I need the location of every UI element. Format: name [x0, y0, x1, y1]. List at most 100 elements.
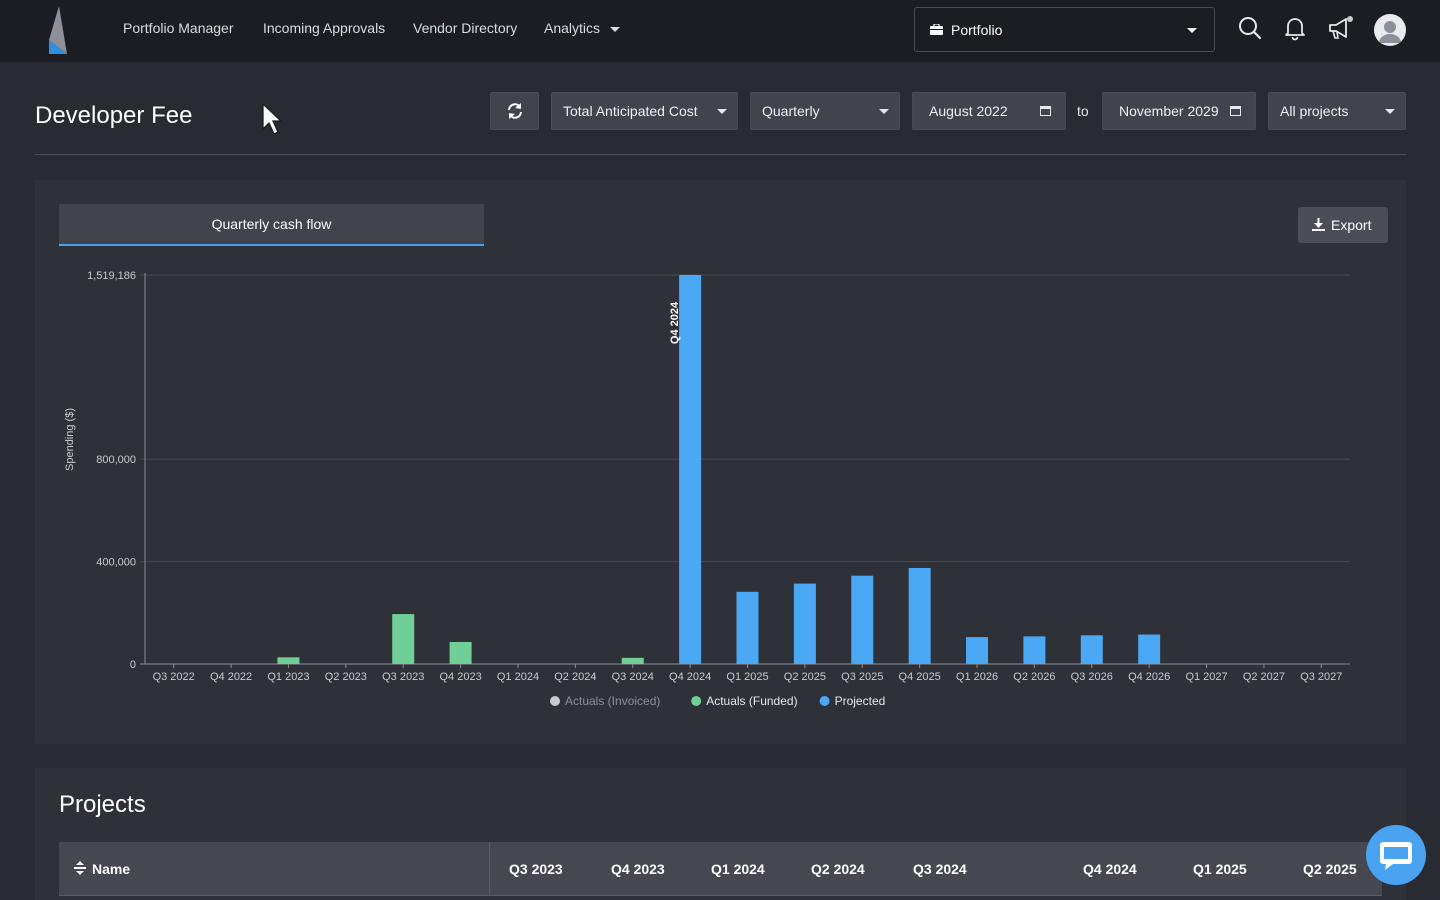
x-tick-label: Q2 2027 — [1243, 671, 1285, 683]
x-tick-label: Q3 2025 — [841, 671, 883, 683]
column-separator — [489, 842, 490, 896]
app-logo[interactable] — [46, 6, 72, 54]
x-tick-label: Q2 2023 — [325, 671, 367, 683]
legend-label: Actuals (Invoiced) — [565, 694, 660, 708]
export-button[interactable]: Export — [1298, 207, 1388, 243]
date-to-value: November 2029 — [1119, 103, 1219, 119]
bar-projected — [908, 567, 931, 664]
chart-panel: Quarterly cash flow Export 0 400,000 800,0… — [35, 180, 1406, 744]
chevron-down-icon — [1385, 109, 1395, 114]
date-from-input[interactable]: August 2022 — [912, 92, 1066, 130]
calendar-icon[interactable] — [1230, 105, 1241, 116]
bar-annotation-label: Q4 2024 — [669, 301, 681, 344]
column-header[interactable]: Q3 2024 — [913, 861, 967, 877]
nav-analytics-label: Analytics — [544, 20, 601, 36]
bar-projected — [793, 583, 816, 664]
chat-widget-button[interactable] — [1366, 825, 1426, 885]
bar-actuals-funded — [621, 657, 644, 664]
chevron-down-icon — [879, 109, 889, 114]
x-tick-label: Q2 2025 — [784, 671, 826, 683]
column-header[interactable]: Q4 2024 — [1083, 861, 1137, 877]
user-icon — [1379, 21, 1401, 43]
bar-projected — [736, 591, 759, 664]
portfolio-select-label: Portfolio — [951, 22, 1003, 38]
y-tick-label: 800,000 — [96, 454, 136, 466]
column-header[interactable]: Q1 2024 — [711, 861, 765, 877]
legend-swatch — [550, 696, 560, 706]
x-tick-label: Q3 2023 — [382, 671, 424, 683]
x-tick-label: Q3 2022 — [153, 671, 195, 683]
x-tick-label: Q4 2024 — [669, 671, 711, 683]
bar-actuals-funded — [449, 641, 472, 664]
nav-analytics[interactable]: Analytics — [544, 20, 621, 36]
x-tick-label: Q4 2022 — [210, 671, 252, 683]
x-tick-label: Q1 2024 — [497, 671, 539, 683]
projects-filter-label: All projects — [1280, 103, 1349, 119]
bar-projected — [1138, 634, 1161, 664]
period-select[interactable]: Quarterly — [750, 92, 900, 130]
y-tick-label: 0 — [130, 659, 136, 671]
avatar[interactable] — [1374, 14, 1406, 46]
briefcase-icon — [930, 24, 943, 35]
bar-actuals-funded — [392, 614, 415, 664]
projects-panel: Projects Name Q3 2023 Q4 2023 Q1 2024 Q2… — [35, 768, 1406, 900]
column-header[interactable]: Q2 2025 — [1303, 861, 1357, 877]
calendar-icon[interactable] — [1040, 105, 1051, 116]
y-tick-label: 400,000 — [96, 557, 136, 569]
nav-incoming-approvals[interactable]: Incoming Approvals — [263, 20, 386, 36]
metric-select-label: Total Anticipated Cost — [563, 103, 698, 119]
bar-projected — [851, 575, 874, 664]
bell-icon[interactable] — [1282, 15, 1308, 41]
sort-icon[interactable] — [74, 861, 86, 875]
chevron-down-icon — [717, 109, 727, 114]
column-header[interactable]: Q3 2023 — [509, 861, 563, 877]
column-header-name[interactable]: Name — [92, 861, 131, 877]
column-header[interactable]: Q4 2023 — [611, 861, 665, 877]
projects-filter-select[interactable]: All projects — [1268, 92, 1406, 130]
x-tick-label: Q4 2026 — [1128, 671, 1170, 683]
chevron-down-icon — [1187, 28, 1197, 33]
date-to-input[interactable]: November 2029 — [1102, 92, 1256, 130]
refresh-icon — [508, 103, 522, 119]
x-tick-label: Q1 2027 — [1185, 671, 1227, 683]
download-icon — [1312, 218, 1325, 231]
export-label: Export — [1331, 217, 1372, 233]
refresh-button[interactable] — [490, 92, 539, 130]
page-title: Developer Fee — [35, 102, 193, 129]
cash-flow-chart: 0 400,000 800,000 1,519,186 Spending ($) Q3 2… — [64, 270, 1350, 708]
top-nav: Portfolio Manager Incoming Approvals Ven… — [0, 0, 1440, 62]
x-tick-label: Q3 2027 — [1300, 671, 1342, 683]
bar-projected — [1023, 636, 1046, 664]
x-tick-label: Q1 2026 — [956, 671, 998, 683]
date-range-to-label: to — [1077, 103, 1089, 119]
date-from-value: August 2022 — [929, 103, 1008, 119]
legend-label: Projected — [835, 694, 886, 708]
portfolio-select[interactable]: Portfolio — [914, 7, 1215, 52]
nav-vendor-directory[interactable]: Vendor Directory — [413, 20, 518, 36]
y-tick-label: 1,519,186 — [87, 270, 136, 282]
bar-projected — [1080, 635, 1103, 664]
metric-select[interactable]: Total Anticipated Cost — [551, 92, 738, 130]
period-select-label: Quarterly — [762, 103, 820, 119]
x-tick-label: Q4 2023 — [439, 671, 481, 683]
mouse-cursor-icon — [262, 103, 283, 135]
header-divider — [35, 154, 1406, 155]
column-header[interactable]: Q2 2024 — [811, 861, 865, 877]
nav-portfolio-manager[interactable]: Portfolio Manager — [123, 20, 234, 36]
projects-table-header: Name Q3 2023 Q4 2023 Q1 2024 Q2 2024 Q3 … — [59, 842, 1382, 896]
chevron-down-icon — [610, 26, 621, 32]
bar-projected — [966, 637, 989, 664]
x-tick-label: Q4 2025 — [899, 671, 941, 683]
x-tick-label: Q1 2023 — [267, 671, 309, 683]
chat-icon — [1380, 842, 1412, 870]
column-header[interactable]: Q1 2025 — [1193, 861, 1247, 877]
tab-quarterly-cash-flow[interactable]: Quarterly cash flow — [59, 204, 484, 246]
x-tick-label: Q2 2026 — [1013, 671, 1055, 683]
x-tick-label: Q3 2026 — [1071, 671, 1113, 683]
legend-swatch — [691, 696, 702, 706]
megaphone-icon[interactable] — [1327, 15, 1353, 41]
x-tick-label: Q3 2024 — [612, 671, 654, 683]
search-icon[interactable] — [1237, 15, 1263, 41]
legend-label: Actuals (Funded) — [706, 694, 797, 708]
bar-actuals-funded — [277, 657, 300, 664]
